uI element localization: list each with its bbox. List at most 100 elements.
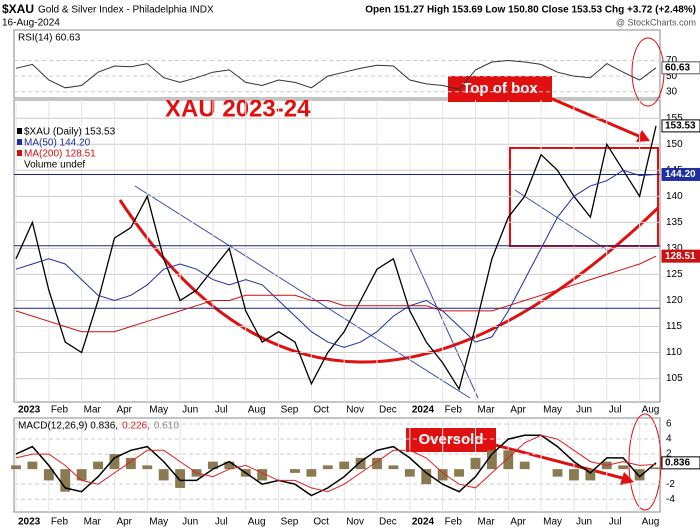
histogram-bar	[43, 469, 54, 481]
histogram-bar	[552, 469, 563, 477]
x-tick-label: Aug	[642, 405, 660, 416]
y-tick-label: 135	[666, 217, 683, 228]
histogram-bar	[372, 457, 382, 470]
y-tick-label: 115	[666, 321, 682, 332]
histogram-bar	[519, 461, 530, 470]
y-tick-label: -2	[666, 479, 675, 490]
histogram-bar	[339, 461, 350, 470]
x-tick-label: Feb	[51, 517, 69, 528]
legend-entry: $XAU (Daily) 153.53	[24, 127, 116, 138]
histogram-bar	[27, 461, 38, 470]
x-tick-label: Jun	[182, 517, 198, 528]
histogram-bar	[651, 467, 661, 470]
x-tick-label: Mar	[84, 405, 102, 416]
histogram-bar	[404, 469, 415, 477]
histogram-bar	[421, 469, 432, 485]
x-tick-label: May	[149, 405, 168, 416]
arrow	[549, 96, 649, 142]
y-tick-label: 2	[666, 449, 672, 460]
panel-title: 0.226,	[122, 421, 150, 432]
circle	[628, 413, 662, 511]
x-tick-label: 2024	[412, 405, 435, 416]
x-tick-label: Oct	[313, 517, 329, 528]
histogram-bar	[355, 457, 366, 470]
trend-line	[514, 189, 611, 253]
y-tick-label: 120	[666, 295, 683, 306]
histogram-bar	[585, 469, 596, 481]
histogram-bar	[109, 454, 120, 470]
x-tick-label: 2023	[18, 405, 41, 416]
x-tick-label: Mar	[477, 517, 495, 528]
x-tick-label: Sep	[281, 405, 299, 416]
arrow	[494, 443, 631, 482]
price-panel	[13, 99, 661, 403]
x-tick-label: Jul	[609, 517, 622, 528]
histogram-bar	[322, 465, 333, 470]
x-tick-label: Feb	[445, 517, 463, 528]
y-tick-label: 125	[666, 269, 683, 280]
histogram-bar	[76, 469, 87, 481]
histogram-bar	[125, 457, 136, 470]
x-tick-label: Apr	[510, 517, 526, 528]
x-tick-label: Jul	[609, 405, 622, 416]
y-tick-label: 140	[666, 191, 683, 202]
histogram-bar	[569, 469, 579, 481]
histogram-bar	[388, 465, 399, 470]
x-tick-label: Aug	[248, 517, 266, 528]
label-box	[406, 428, 496, 452]
histogram-bar	[142, 465, 153, 470]
value-tag	[661, 119, 700, 133]
x-tick-label: Sep	[281, 517, 299, 528]
arrow-head	[620, 472, 634, 485]
value-tag	[661, 249, 700, 263]
rsi-line	[15, 59, 657, 90]
price-line	[15, 169, 657, 348]
panel-title: MACD(12,26,9) 0.836,	[18, 421, 118, 432]
y-tick-label: 110	[666, 347, 682, 358]
x-tick-label: May	[149, 517, 168, 528]
price-line	[15, 125, 657, 391]
x-tick-label: Feb	[445, 405, 463, 416]
x-tick-label: 2024	[412, 517, 435, 528]
value-tag-label: 128.51	[665, 251, 696, 262]
value-tag	[661, 61, 700, 75]
x-tick-label: Mar	[477, 405, 495, 416]
legend-entry: Volume undef	[24, 160, 85, 171]
x-tick-label: Jul	[215, 405, 228, 416]
y-tick-label: 130	[666, 243, 683, 254]
x-tick-label: Jun	[576, 405, 592, 416]
histogram-bar	[60, 469, 71, 492]
y-tick-label: -4	[666, 494, 675, 505]
x-tick-label: Apr	[510, 405, 526, 416]
x-tick-label: Jun	[182, 405, 198, 416]
histogram-bar	[470, 457, 481, 470]
value-tag	[661, 167, 700, 181]
rsi-panel	[13, 29, 661, 99]
y-tick-label: 70	[666, 55, 678, 66]
x-tick-label: Apr	[116, 517, 132, 528]
macd-line	[15, 434, 657, 497]
histogram-bar	[503, 450, 514, 470]
x-tick-label: Dec	[379, 517, 397, 528]
credit: @ StockCharts.com	[616, 17, 696, 27]
x-tick-label: Jun	[576, 517, 592, 528]
value-tag-label: 0.836	[665, 457, 690, 468]
histogram-bar	[208, 461, 218, 470]
legend-swatch	[17, 139, 22, 145]
label-box	[448, 76, 552, 102]
x-tick-label: Jul	[215, 517, 228, 528]
index-name: Gold & Silver Index - Philadelphia INDX	[38, 5, 214, 16]
x-tick-label: Nov	[346, 405, 364, 416]
symbol: $XAU	[2, 2, 34, 16]
value-tag-label: 144.20	[665, 169, 696, 180]
x-tick-label: Dec	[379, 405, 397, 416]
x-tick-label: Feb	[51, 405, 69, 416]
x-tick-label: 2023	[18, 517, 41, 528]
x-tick-label: May	[543, 517, 562, 528]
y-tick-label: 6	[666, 419, 672, 430]
y-tick-label: 105	[666, 373, 683, 384]
histogram-bar	[437, 469, 448, 481]
macd-panel	[13, 417, 661, 513]
y-tick-label: 4	[666, 434, 672, 445]
